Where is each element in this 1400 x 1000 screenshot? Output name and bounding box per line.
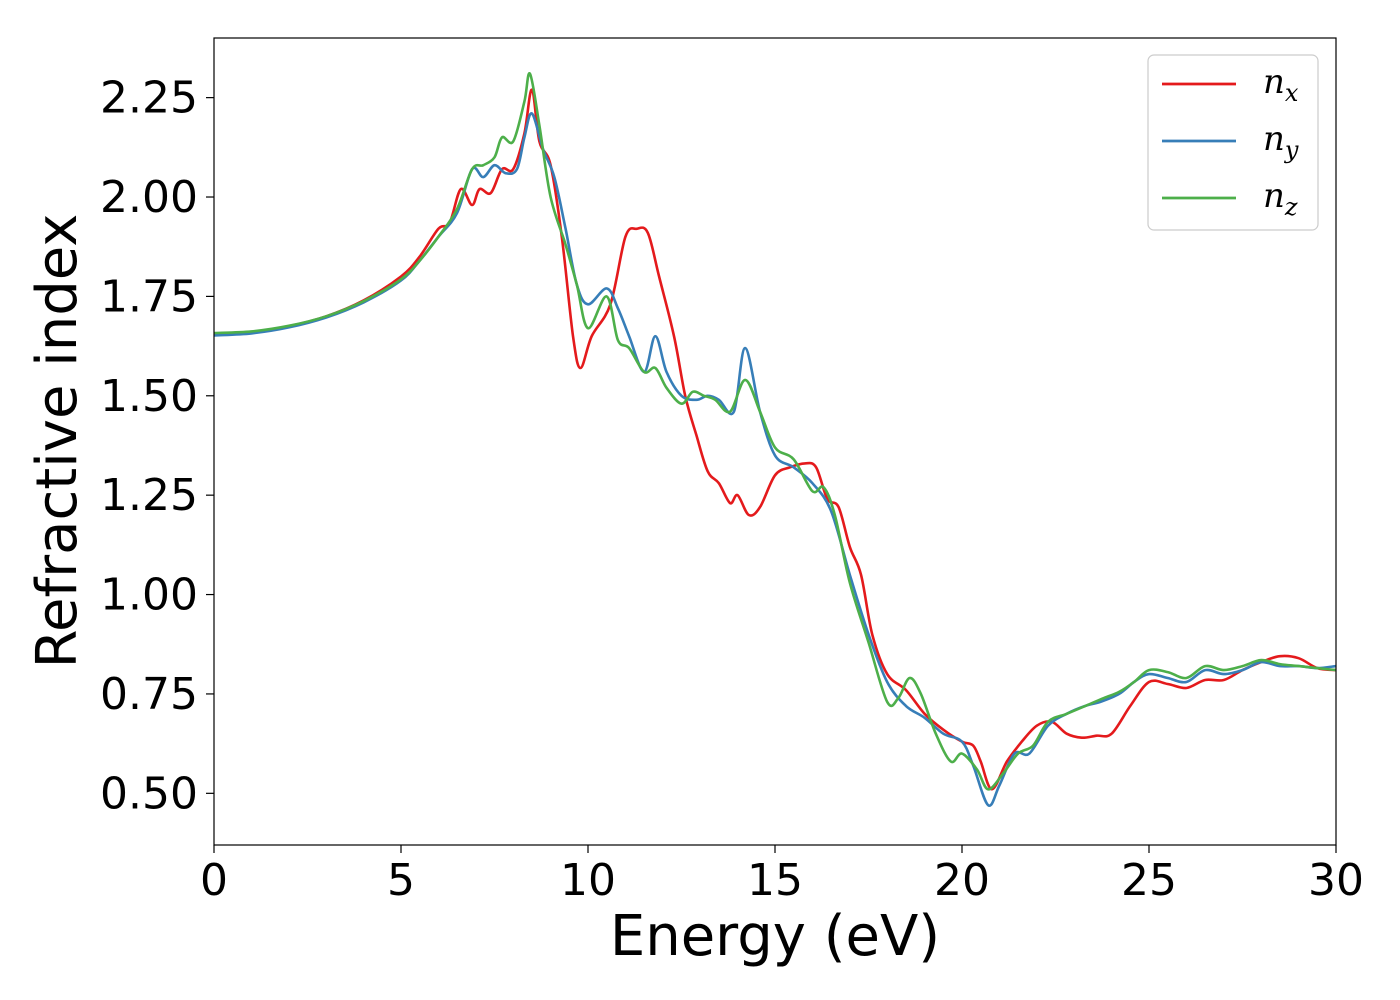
y-axis: 0.50 0.75 1.00 1.25 1.50 1.75 2.00 2.25 <box>100 73 214 819</box>
y-tick-label: 0.50 <box>100 768 198 819</box>
series-line-nz <box>214 72 1336 791</box>
x-tick-label: 0 <box>200 855 228 906</box>
x-tick-label: 30 <box>1308 855 1364 906</box>
y-axis-title: Refractive index <box>25 214 90 669</box>
x-tick-label: 20 <box>934 855 990 906</box>
legend-label-ny: ny <box>1263 119 1299 164</box>
x-tick-label: 15 <box>747 855 803 906</box>
y-tick-label: 1.75 <box>100 271 198 322</box>
legend-box <box>1147 54 1319 231</box>
legend-label-nx: nx <box>1263 62 1299 107</box>
x-tick-label: 5 <box>387 855 415 906</box>
y-tick-label: 0.75 <box>100 669 198 720</box>
y-tick-label: 2.00 <box>100 172 198 223</box>
y-tick-label: 1.25 <box>100 470 198 521</box>
x-axis-title: Energy (eV) <box>610 904 940 969</box>
legend-label-nz: nz <box>1263 176 1298 221</box>
x-tick-label: 10 <box>560 855 616 906</box>
y-tick-label: 2.25 <box>100 73 198 124</box>
y-tick-label: 1.50 <box>100 371 198 422</box>
y-tick-label: 1.00 <box>100 570 198 621</box>
legend: nx ny nz <box>1147 54 1319 231</box>
x-tick-label: 25 <box>1121 855 1177 906</box>
series-layer <box>214 72 1336 807</box>
x-axis: 0 5 10 15 20 25 30 <box>200 845 1364 906</box>
series-line-nx <box>214 88 1336 791</box>
